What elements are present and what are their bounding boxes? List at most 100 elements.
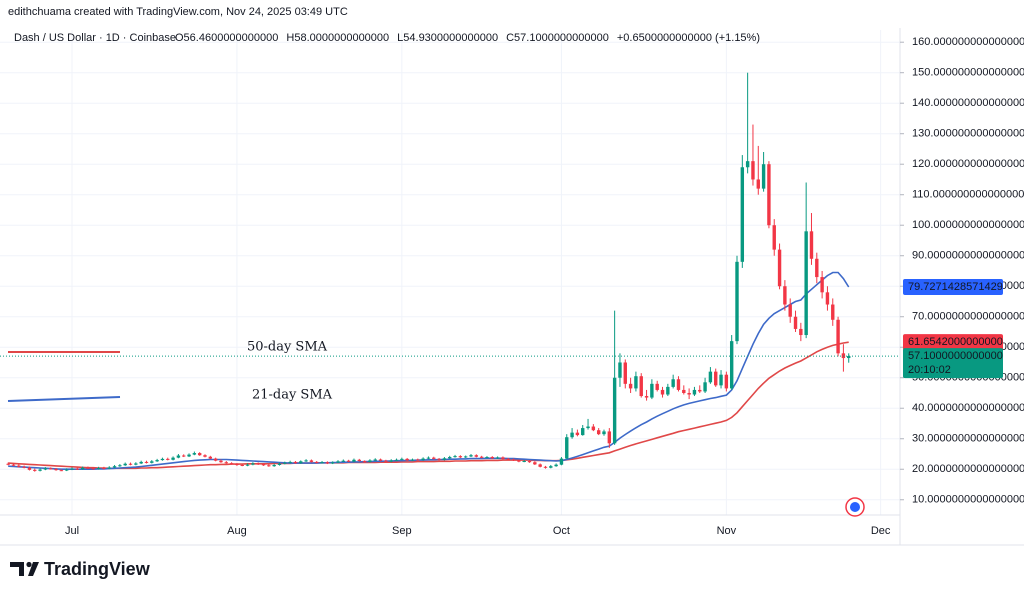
y-tick-label: 10.0000000000000000 [912, 494, 1024, 506]
candle-body [831, 304, 835, 320]
candle-body [134, 463, 138, 465]
candle-body [650, 383, 654, 398]
candle-body [22, 466, 26, 468]
candle-body [479, 456, 484, 458]
candle-body [469, 455, 473, 457]
candle-body [527, 461, 532, 463]
candle-body [75, 468, 80, 470]
candle-body [448, 457, 452, 459]
candle-body [91, 468, 95, 470]
candle-body [102, 468, 106, 470]
price-label: 57.1000000000000 [908, 350, 1003, 362]
candle-body [49, 468, 53, 470]
candle-body [362, 461, 367, 463]
candle-body [628, 383, 633, 389]
candle-body [634, 376, 638, 389]
candle-body [506, 458, 510, 460]
candle-body [256, 463, 260, 465]
candle-body [405, 458, 409, 461]
candle-body [394, 459, 399, 461]
candle-body [139, 461, 143, 464]
candle-body [123, 463, 127, 466]
candle-body [400, 458, 404, 460]
candle-body [229, 463, 234, 465]
candle-body [453, 456, 457, 458]
candle-body [745, 161, 750, 168]
ohlc-value: C57.1000000000000 [506, 32, 609, 44]
candle-body [330, 462, 335, 464]
candle-body [150, 461, 154, 463]
candle-body [304, 460, 308, 462]
x-tick-label: Sep [392, 525, 412, 537]
candle-body [208, 456, 213, 459]
candle-body [59, 470, 64, 472]
candle-body [421, 458, 425, 461]
ohlc-value: L54.9300000000000 [397, 32, 498, 44]
candle-body [533, 462, 537, 465]
x-tick-label: Nov [717, 525, 737, 537]
candle-body [751, 161, 755, 180]
y-tick-label: 150.0000000000000000 [912, 67, 1024, 79]
ohlc-value: H58.0000000000000 [286, 32, 389, 44]
candle-body [309, 460, 314, 462]
legend-label: 50-day SMA [247, 340, 328, 355]
brand: TradingView [44, 559, 151, 579]
candle-body [17, 465, 21, 467]
legend-swatch [7, 396, 121, 402]
candle-body [96, 468, 101, 470]
candle-body [171, 457, 175, 460]
candle-body [676, 379, 681, 390]
candle-body [809, 231, 814, 259]
x-tick-label: Jul [65, 525, 79, 537]
candle-body [267, 465, 271, 467]
candle-body [192, 453, 197, 455]
candle-body [261, 464, 266, 466]
price-label: 61.6542000000000 [908, 336, 1003, 348]
candle-body [724, 374, 729, 389]
candle-body [687, 392, 691, 395]
candle-body [144, 461, 149, 463]
candle-body [426, 457, 431, 459]
candle-body [368, 460, 372, 462]
candle-body [43, 468, 48, 470]
candle-body [543, 466, 548, 468]
y-tick-label: 160.0000000000000000 [912, 36, 1024, 48]
candle-body [463, 456, 468, 458]
candle-body [639, 376, 643, 397]
candle-body [118, 465, 122, 467]
candle-body [107, 467, 111, 469]
change: +0.6500000000000 (+1.15%) [617, 32, 760, 44]
candle-body [714, 371, 718, 386]
candle-body [602, 431, 606, 435]
y-tick-label: 70.0000000000000000 [912, 311, 1024, 323]
candle-body [729, 341, 734, 389]
candle-body [11, 464, 16, 466]
candle-body [54, 468, 58, 471]
candle-body [240, 464, 244, 466]
candle-body [820, 277, 824, 293]
countdown: 20:10:02 [908, 364, 951, 376]
candle-body [740, 167, 745, 262]
y-tick-label: 110.0000000000000000 [912, 189, 1024, 201]
x-tick-label: Oct [553, 525, 570, 537]
candle-body [570, 432, 574, 438]
candle-body [293, 461, 298, 464]
candle-body [756, 179, 760, 189]
candle-body [389, 460, 393, 462]
candle-body [671, 379, 675, 387]
candle-body [33, 469, 37, 471]
candle-body [219, 460, 223, 463]
candle-body [384, 460, 388, 462]
credit: edithchuama created with TradingView.com… [8, 6, 348, 18]
candle-body [160, 458, 165, 461]
candle-body [591, 426, 596, 431]
candle-body [182, 455, 186, 457]
candle-body [767, 164, 771, 226]
candle-body [70, 468, 74, 470]
candle-body [442, 458, 447, 460]
candle-body [272, 464, 276, 467]
candle-body [235, 464, 239, 466]
ohlc-value: O56.4600000000000 [175, 32, 278, 44]
legend-label: 21-day SMA [252, 388, 333, 403]
candle-body [825, 292, 830, 305]
